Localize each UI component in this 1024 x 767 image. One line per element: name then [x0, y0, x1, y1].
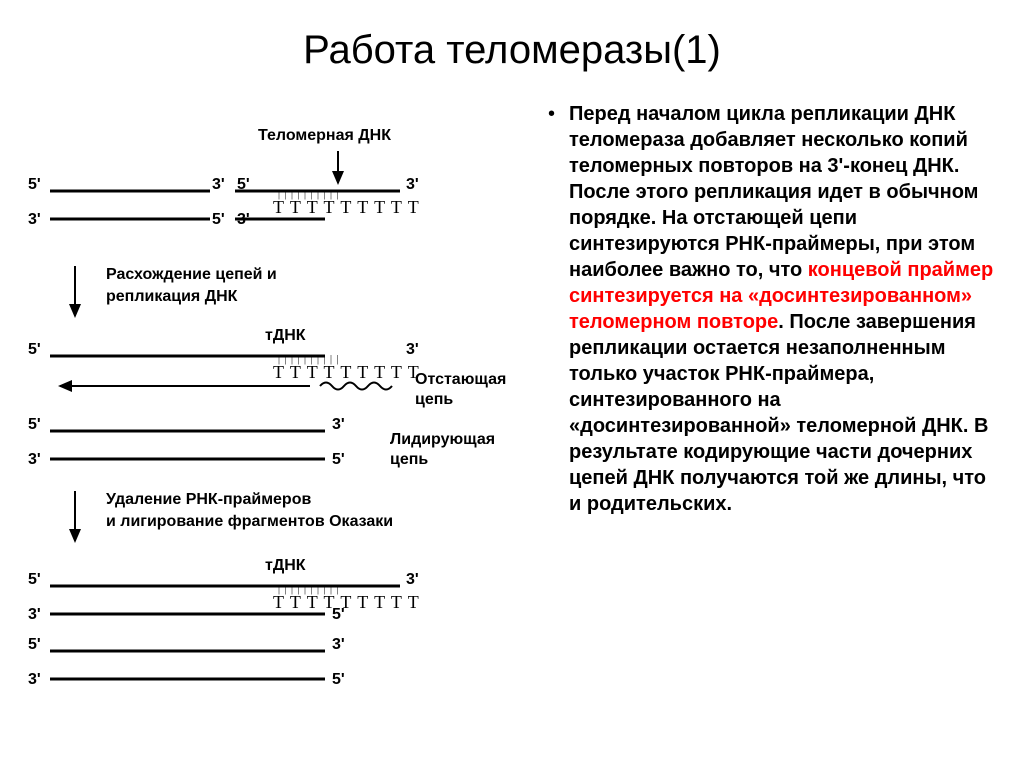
end-3-2c: 3'	[28, 451, 41, 469]
label-step1b: репликация ДНК	[106, 288, 237, 306]
explanation-column: • Перед началом цикла репликации ДНК тел…	[530, 91, 1000, 731]
end-5-2c: 5'	[332, 451, 345, 469]
label-leading-2: цепь	[390, 451, 428, 469]
end-5-2b: 5'	[28, 416, 41, 434]
label-lagging-2: цепь	[415, 391, 453, 409]
tseq-3: T T T T T T T T T	[273, 592, 420, 613]
tseq-1: T T T T T T T T T	[273, 197, 420, 218]
explanation-paragraph: Перед началом цикла репликации ДНК телом…	[569, 101, 1000, 517]
end-3-3b: 3'	[28, 606, 41, 624]
label-step1a: Расхождение цепей и	[106, 266, 277, 284]
end-5-1a: 5'	[28, 176, 41, 194]
end-3-1d: 3'	[237, 211, 250, 229]
telomerase-diagram: Теломерная ДНК 5' 3' 3' 5' 5' 3' 3' | | …	[20, 91, 530, 731]
label-step2a: Удаление РНК-праймеров	[106, 491, 311, 509]
slide-title: Работа теломеразы(1)	[0, 0, 1024, 91]
end-5-3a: 5'	[28, 571, 41, 589]
end-5-3c: 5'	[28, 636, 41, 654]
label-tdnk-1: тДНК	[265, 327, 306, 345]
label-step2b: и лигирование фрагментов Оказаки	[106, 513, 393, 531]
end-5-1b: 5'	[212, 211, 225, 229]
end-3-2a: 3'	[406, 341, 419, 359]
end-3-3d: 3'	[28, 671, 41, 689]
label-telomeric-dna: Теломерная ДНК	[258, 127, 391, 145]
end-5-2a: 5'	[28, 341, 41, 359]
para-pre: Перед началом цикла репликации ДНК телом…	[569, 103, 978, 281]
end-3-3c: 3'	[332, 636, 345, 654]
end-3-2b: 3'	[332, 416, 345, 434]
end-3-3a: 3'	[406, 571, 419, 589]
bullet-icon: •	[548, 101, 555, 517]
tseq-2: T T T T T T T T T	[273, 362, 420, 383]
content-row: Теломерная ДНК 5' 3' 3' 5' 5' 3' 3' | | …	[0, 91, 1024, 731]
end-5-1c: 5'	[237, 176, 250, 194]
end-5-3d: 5'	[332, 671, 345, 689]
para-post: . После завершения репликации остается н…	[569, 311, 988, 515]
label-tdnk-2: тДНК	[265, 557, 306, 575]
end-3-1a: 3'	[212, 176, 225, 194]
end-3-1b: 3'	[28, 211, 41, 229]
end-3-1c: 3'	[406, 176, 419, 194]
label-leading-1: Лидирующая	[390, 431, 495, 449]
label-lagging-1: Отстающая	[415, 371, 506, 389]
